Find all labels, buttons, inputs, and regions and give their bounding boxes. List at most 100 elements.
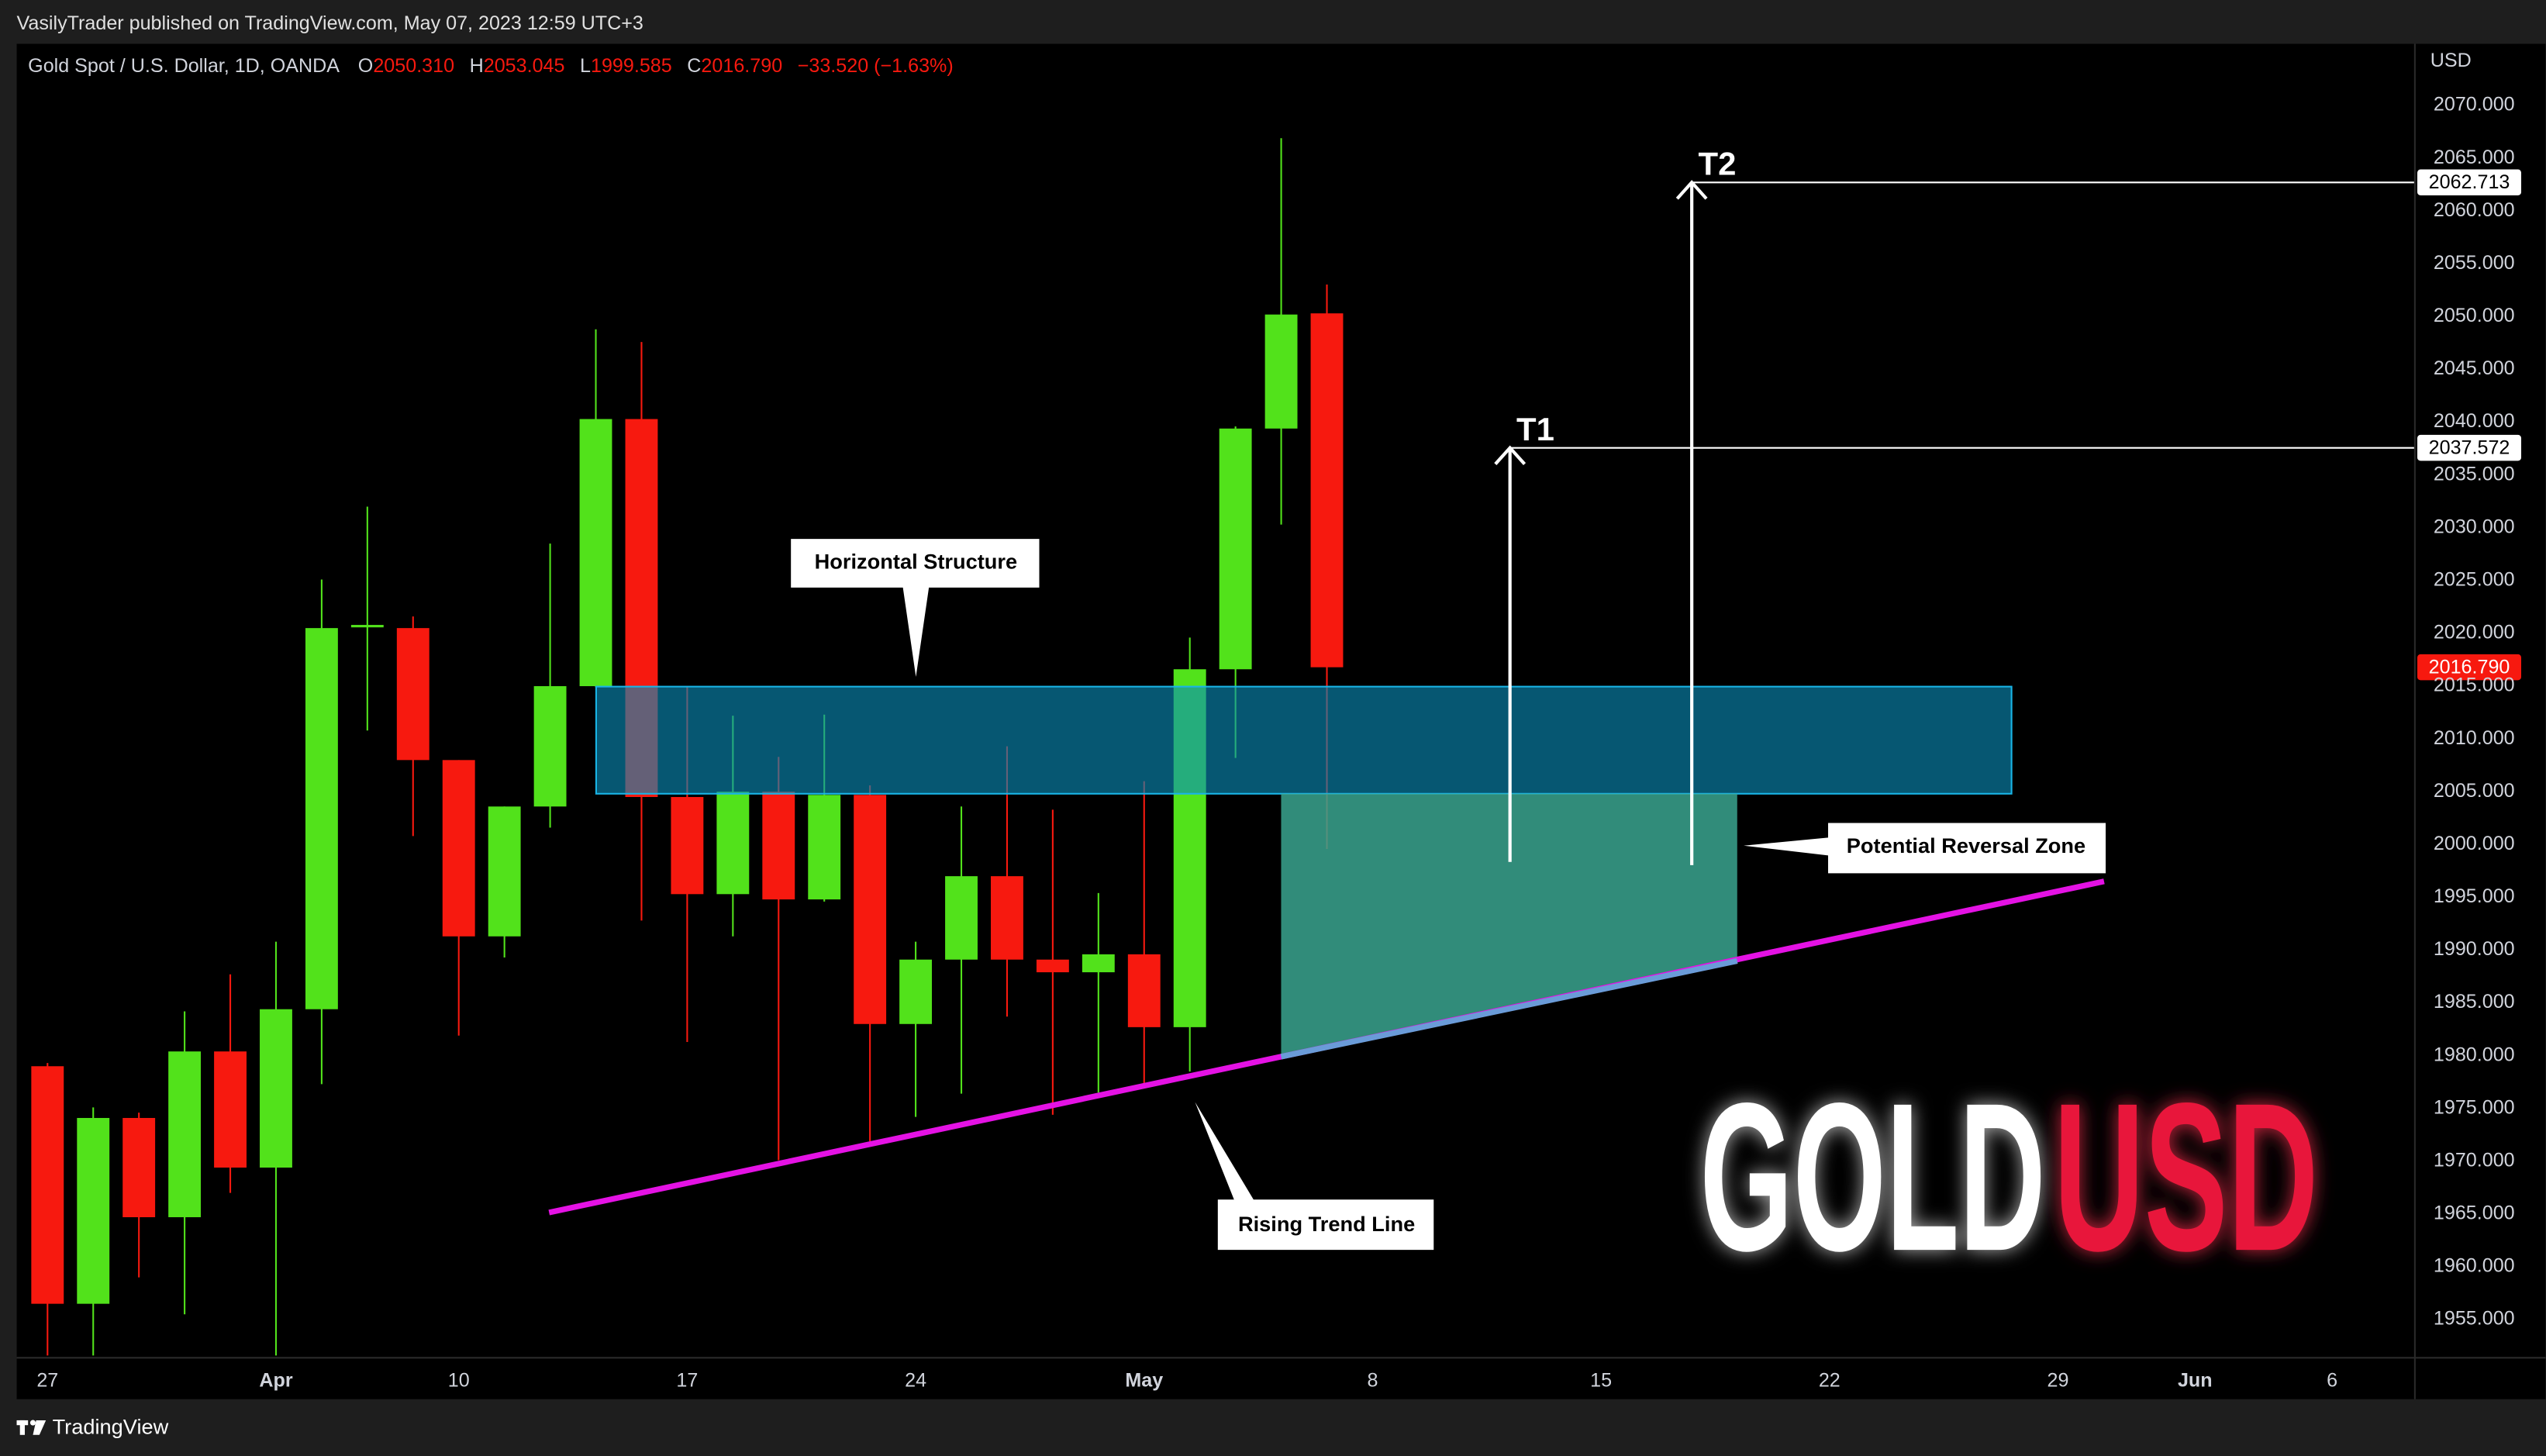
y-axis-label: USD bbox=[2430, 50, 2472, 71]
y-tick-label: 2020.000 bbox=[2434, 622, 2515, 643]
footer-brand: TradingView bbox=[53, 1415, 169, 1439]
candle-body bbox=[1310, 313, 1344, 668]
x-tick-label: Jun bbox=[2178, 1369, 2213, 1391]
candle-body bbox=[899, 959, 933, 1024]
target-label: T2 bbox=[1699, 145, 1737, 181]
y-tick-label: 2000.000 bbox=[2434, 833, 2515, 854]
logo-part bbox=[19, 1420, 25, 1435]
ohlc-value: 2016.790 bbox=[701, 54, 782, 76]
x-tick-label: 15 bbox=[1590, 1369, 1612, 1391]
y-tick-label: 2040.000 bbox=[2434, 410, 2515, 432]
x-tick-label: 10 bbox=[448, 1369, 470, 1391]
y-tick-label: 2025.000 bbox=[2434, 568, 2515, 590]
arrow-head bbox=[1494, 445, 1527, 465]
x-tick-label: 24 bbox=[905, 1369, 926, 1391]
candle-body bbox=[945, 876, 978, 960]
ohlc-value: 1999.585 bbox=[591, 54, 672, 76]
candle-body bbox=[77, 1117, 110, 1304]
candle-body bbox=[396, 628, 430, 761]
arrow-head bbox=[1675, 180, 1708, 200]
y-tick-label: 1985.000 bbox=[2434, 991, 2515, 1013]
y-tick-label: 1995.000 bbox=[2434, 885, 2515, 907]
x-tick-label: 22 bbox=[1819, 1369, 1841, 1391]
candle-body bbox=[442, 760, 475, 937]
candle-body bbox=[260, 1009, 292, 1168]
zone-edge bbox=[1280, 957, 1738, 1060]
candle-body bbox=[808, 795, 841, 900]
price-label-box bbox=[2417, 654, 2522, 681]
reversal-zone bbox=[1281, 793, 1737, 1057]
price-label: 2062.713 bbox=[2429, 171, 2510, 193]
y-tick-label: 2045.000 bbox=[2434, 357, 2515, 379]
candle-body bbox=[168, 1051, 202, 1217]
x-tick-label: Apr bbox=[259, 1369, 292, 1391]
candle-body bbox=[854, 795, 887, 1024]
candle-body bbox=[31, 1066, 64, 1304]
ohlc-key: L bbox=[580, 54, 591, 76]
candle-body bbox=[1082, 954, 1115, 973]
y-tick-label: 2065.000 bbox=[2434, 147, 2515, 168]
y-tick-label: 2030.000 bbox=[2434, 516, 2515, 537]
y-tick-label: 2050.000 bbox=[2434, 305, 2515, 326]
callout-text: Horizontal Structure bbox=[815, 550, 1017, 574]
y-tick-label: 2015.000 bbox=[2434, 675, 2515, 696]
candle-body bbox=[305, 628, 338, 1009]
candle-body bbox=[1219, 428, 1252, 670]
candle-body bbox=[533, 686, 567, 807]
logo-part bbox=[29, 1420, 36, 1426]
y-axis: 1955.000 1960.000 1965.000 1970.000 1975.000… bbox=[2434, 94, 2515, 1330]
y-tick-label: 2005.000 bbox=[2434, 780, 2515, 802]
ohlc-value: 2053.045 bbox=[484, 54, 565, 76]
watermark-usd: USD bbox=[2054, 1059, 2318, 1295]
ohlc-key: C bbox=[687, 54, 701, 76]
ohlc-key: H bbox=[470, 54, 484, 76]
target-label: T1 bbox=[1516, 411, 1554, 447]
y-tick-label: 2060.000 bbox=[2434, 199, 2515, 221]
x-tick-label: May bbox=[1125, 1369, 1163, 1391]
logo-part bbox=[33, 1420, 47, 1435]
y-tick-label: 1965.000 bbox=[2434, 1202, 2515, 1224]
candle-body bbox=[579, 419, 612, 687]
x-tick-label: 29 bbox=[2047, 1369, 2069, 1391]
callout-text: Potential Reversal Zone bbox=[1847, 833, 2085, 857]
targets: T2 2062.713 T1 2037.572 2016.790 bbox=[1494, 145, 2522, 865]
y-tick-label: 2035.000 bbox=[2434, 463, 2515, 485]
candle-body bbox=[350, 625, 384, 628]
candle-body bbox=[762, 792, 795, 900]
watermark-gold: GOLD bbox=[1700, 1059, 2046, 1295]
candle-body bbox=[716, 792, 750, 895]
legend: Gold Spot / U.S. Dollar, 1D, OANDA O2050… bbox=[28, 54, 954, 76]
y-tick-label: 1955.000 bbox=[2434, 1308, 2515, 1330]
callout-box bbox=[1195, 1102, 1434, 1251]
candle-body bbox=[122, 1117, 156, 1217]
candle-body bbox=[488, 806, 521, 937]
candle-body bbox=[214, 1051, 247, 1168]
price-label-box bbox=[2417, 434, 2522, 461]
y-tick-label: 1970.000 bbox=[2434, 1149, 2515, 1171]
symbol: Gold Spot / U.S. Dollar, 1D, OANDA bbox=[28, 54, 340, 76]
candle-body bbox=[671, 797, 704, 895]
y-tick-label: 2070.000 bbox=[2434, 94, 2515, 116]
y-tick-label: 1980.000 bbox=[2434, 1044, 2515, 1065]
publisher: VasilyTrader published on TradingView.co… bbox=[17, 12, 643, 34]
change: −33.520 (−1.63%) bbox=[798, 54, 954, 76]
annotations: Horizontal Structure Potential Reversal … bbox=[548, 539, 2106, 1251]
ohlc-key: O bbox=[358, 54, 374, 76]
candle-body bbox=[1127, 954, 1161, 1027]
x-tick-label: 17 bbox=[676, 1369, 698, 1391]
callout-box bbox=[791, 539, 1040, 678]
price-label: 2037.572 bbox=[2429, 436, 2510, 458]
x-tick-label: 6 bbox=[2327, 1369, 2337, 1391]
y-tick-label: 1960.000 bbox=[2434, 1255, 2515, 1277]
ohlc-value: 2050.310 bbox=[373, 54, 454, 76]
y-tick-label: 2010.000 bbox=[2434, 727, 2515, 749]
price-label-box bbox=[2417, 169, 2522, 196]
y-tick-label: 2055.000 bbox=[2434, 252, 2515, 274]
candle-body bbox=[1036, 959, 1069, 973]
callout-box bbox=[1744, 823, 2106, 874]
x-tick-label: 8 bbox=[1367, 1369, 1378, 1391]
candle-body bbox=[991, 876, 1023, 960]
price-label: 2016.790 bbox=[2429, 656, 2510, 678]
y-tick-label: 1990.000 bbox=[2434, 938, 2515, 960]
